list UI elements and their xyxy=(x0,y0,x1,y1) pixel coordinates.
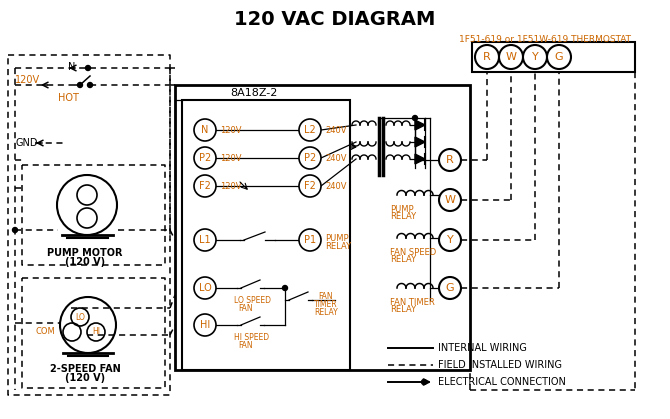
Text: P2: P2 xyxy=(199,153,211,163)
Text: FAN SPEED: FAN SPEED xyxy=(390,248,436,257)
Text: PUMP: PUMP xyxy=(325,234,348,243)
Text: 120V: 120V xyxy=(15,75,40,85)
Text: P1: P1 xyxy=(304,235,316,245)
Circle shape xyxy=(299,175,321,197)
Circle shape xyxy=(13,228,17,233)
Text: G: G xyxy=(555,52,563,62)
Polygon shape xyxy=(415,154,425,164)
Text: F2: F2 xyxy=(199,181,211,191)
Text: FAN TIMER: FAN TIMER xyxy=(390,298,435,307)
Bar xyxy=(182,100,350,370)
Circle shape xyxy=(499,45,523,69)
Text: 8A18Z-2: 8A18Z-2 xyxy=(230,88,277,98)
Text: Y: Y xyxy=(447,235,454,245)
Circle shape xyxy=(194,314,216,336)
Circle shape xyxy=(283,285,287,290)
Text: F2: F2 xyxy=(304,181,316,191)
Text: P2: P2 xyxy=(304,153,316,163)
Text: 2-SPEED FAN: 2-SPEED FAN xyxy=(50,364,121,374)
Text: (120 V): (120 V) xyxy=(65,257,105,267)
Circle shape xyxy=(194,119,216,141)
Text: 240V: 240V xyxy=(325,181,346,191)
Circle shape xyxy=(439,189,461,211)
Circle shape xyxy=(413,116,417,121)
Text: HOT: HOT xyxy=(58,93,79,103)
Text: 120V: 120V xyxy=(220,153,241,163)
Text: FIELD INSTALLED WIRING: FIELD INSTALLED WIRING xyxy=(438,360,562,370)
Circle shape xyxy=(88,83,92,88)
Circle shape xyxy=(194,147,216,169)
Text: RELAY: RELAY xyxy=(325,242,351,251)
Text: W: W xyxy=(505,52,517,62)
Circle shape xyxy=(421,380,427,385)
Bar xyxy=(472,42,635,72)
Text: 240V: 240V xyxy=(325,153,346,163)
Circle shape xyxy=(194,229,216,251)
Circle shape xyxy=(299,229,321,251)
Circle shape xyxy=(86,65,90,70)
Text: HI: HI xyxy=(92,328,100,336)
Text: R: R xyxy=(446,155,454,165)
Text: R: R xyxy=(483,52,491,62)
Text: 240V: 240V xyxy=(325,126,346,134)
Text: FAN: FAN xyxy=(238,341,253,350)
Circle shape xyxy=(439,277,461,299)
Text: PUMP: PUMP xyxy=(390,205,413,214)
Circle shape xyxy=(523,45,547,69)
Text: W: W xyxy=(444,195,456,205)
Text: LO SPEED: LO SPEED xyxy=(234,296,271,305)
Text: GND: GND xyxy=(15,138,38,148)
Text: RELAY: RELAY xyxy=(390,255,416,264)
Text: TIMER: TIMER xyxy=(314,300,338,309)
Text: (120 V): (120 V) xyxy=(65,373,105,383)
Text: LO: LO xyxy=(198,283,211,293)
Text: L2: L2 xyxy=(304,125,316,135)
Text: N: N xyxy=(201,125,208,135)
Circle shape xyxy=(475,45,499,69)
Text: FAN: FAN xyxy=(238,304,253,313)
Circle shape xyxy=(194,175,216,197)
Text: LO: LO xyxy=(75,313,85,321)
Text: ELECTRICAL CONNECTION: ELECTRICAL CONNECTION xyxy=(438,377,566,387)
Circle shape xyxy=(439,149,461,171)
Text: 1F51-619 or 1F51W-619 THERMOSTAT: 1F51-619 or 1F51W-619 THERMOSTAT xyxy=(459,35,631,44)
Circle shape xyxy=(439,229,461,251)
Text: 120V: 120V xyxy=(220,126,241,134)
Text: RELAY: RELAY xyxy=(314,308,338,317)
Circle shape xyxy=(194,277,216,299)
Text: Y: Y xyxy=(531,52,539,62)
Text: 120V: 120V xyxy=(220,181,241,191)
Circle shape xyxy=(547,45,571,69)
Polygon shape xyxy=(415,120,425,130)
Circle shape xyxy=(299,147,321,169)
Text: N: N xyxy=(68,62,75,72)
Text: RELAY: RELAY xyxy=(390,305,416,314)
Polygon shape xyxy=(415,137,425,147)
Text: INTERNAL WIRING: INTERNAL WIRING xyxy=(438,343,527,353)
Text: PUMP MOTOR: PUMP MOTOR xyxy=(48,248,123,258)
Bar xyxy=(175,85,470,370)
Text: HI SPEED: HI SPEED xyxy=(234,333,269,342)
Text: FAN: FAN xyxy=(318,292,332,301)
Text: COM: COM xyxy=(35,328,55,336)
Text: RELAY: RELAY xyxy=(390,212,416,221)
Circle shape xyxy=(299,119,321,141)
Text: HI: HI xyxy=(200,320,210,330)
Text: G: G xyxy=(446,283,454,293)
Circle shape xyxy=(78,83,82,88)
Text: 120 VAC DIAGRAM: 120 VAC DIAGRAM xyxy=(234,10,436,29)
Text: L1: L1 xyxy=(199,235,211,245)
